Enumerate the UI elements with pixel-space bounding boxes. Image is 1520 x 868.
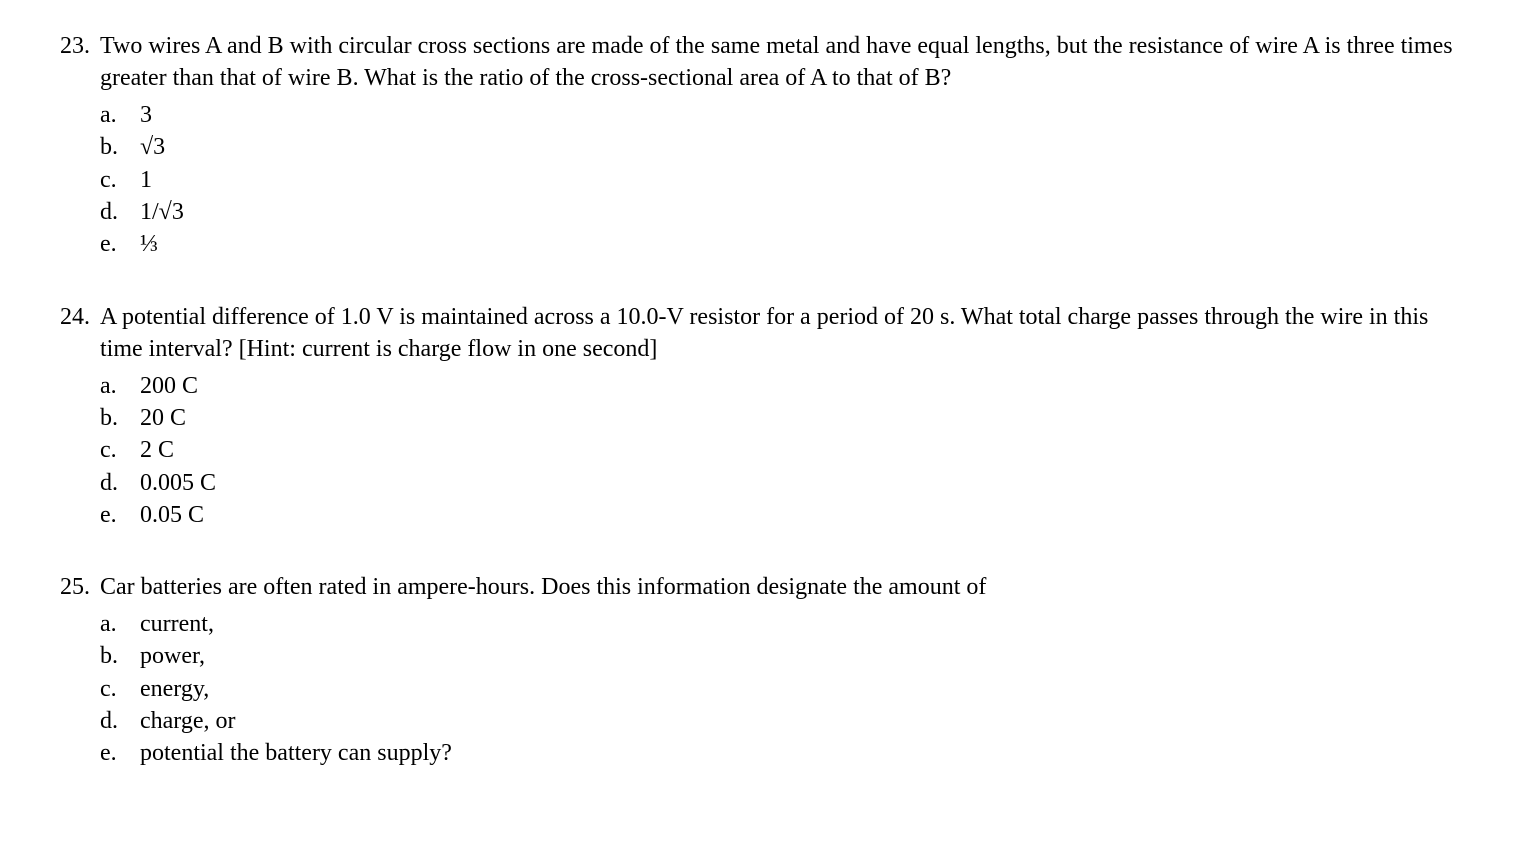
option-text: 3 xyxy=(140,99,1470,131)
option-e: e. potential the battery can supply? xyxy=(100,737,1470,769)
question-text: Two wires A and B with circular cross se… xyxy=(100,30,1470,95)
option-text: 200 C xyxy=(140,370,1470,402)
question-text: A potential difference of 1.0 V is maint… xyxy=(100,301,1470,366)
question-content: A potential difference of 1.0 V is maint… xyxy=(100,301,1470,532)
option-letter: b. xyxy=(100,640,140,672)
option-letter: c. xyxy=(100,434,140,466)
option-text: 1 xyxy=(140,164,1470,196)
option-b: b. power, xyxy=(100,640,1470,672)
option-a: a. current, xyxy=(100,608,1470,640)
question-row: 24. A potential difference of 1.0 V is m… xyxy=(50,301,1470,532)
option-c: c. energy, xyxy=(100,673,1470,705)
option-a: a. 200 C xyxy=(100,370,1470,402)
question-content: Two wires A and B with circular cross se… xyxy=(100,30,1470,261)
option-letter: e. xyxy=(100,499,140,531)
option-text: current, xyxy=(140,608,1470,640)
option-text: ⅓ xyxy=(140,228,1470,260)
option-d: d. 1/√3 xyxy=(100,196,1470,228)
option-d: d. 0.005 C xyxy=(100,467,1470,499)
question-number: 25. xyxy=(50,571,100,603)
option-letter: c. xyxy=(100,164,140,196)
option-b: b. 20 C xyxy=(100,402,1470,434)
option-text: 2 C xyxy=(140,434,1470,466)
option-text: potential the battery can supply? xyxy=(140,737,1470,769)
option-b: b. √3 xyxy=(100,131,1470,163)
option-e: e. 0.05 C xyxy=(100,499,1470,531)
option-letter: b. xyxy=(100,402,140,434)
option-d: d. charge, or xyxy=(100,705,1470,737)
option-e: e. ⅓ xyxy=(100,228,1470,260)
question-23: 23. Two wires A and B with circular cros… xyxy=(50,30,1470,261)
option-letter: d. xyxy=(100,705,140,737)
option-text: charge, or xyxy=(140,705,1470,737)
option-letter: e. xyxy=(100,737,140,769)
option-text: 0.05 C xyxy=(140,499,1470,531)
option-letter: b. xyxy=(100,131,140,163)
question-row: 23. Two wires A and B with circular cros… xyxy=(50,30,1470,261)
question-number: 24. xyxy=(50,301,100,333)
option-text: power, xyxy=(140,640,1470,672)
option-letter: d. xyxy=(100,467,140,499)
question-24: 24. A potential difference of 1.0 V is m… xyxy=(50,301,1470,532)
option-letter: a. xyxy=(100,99,140,131)
question-content: Car batteries are often rated in ampere-… xyxy=(100,571,1470,769)
question-number: 23. xyxy=(50,30,100,62)
option-c: c. 1 xyxy=(100,164,1470,196)
option-text: 20 C xyxy=(140,402,1470,434)
option-text: 1/√3 xyxy=(140,196,1470,228)
option-letter: d. xyxy=(100,196,140,228)
option-letter: a. xyxy=(100,370,140,402)
question-25: 25. Car batteries are often rated in amp… xyxy=(50,571,1470,769)
question-row: 25. Car batteries are often rated in amp… xyxy=(50,571,1470,769)
option-letter: c. xyxy=(100,673,140,705)
option-text: energy, xyxy=(140,673,1470,705)
options-list: a. current, b. power, c. energy, d. char… xyxy=(100,608,1470,770)
options-list: a. 3 b. √3 c. 1 d. 1/√3 xyxy=(100,99,1470,261)
options-list: a. 200 C b. 20 C c. 2 C d. 0.005 C xyxy=(100,370,1470,532)
option-text: √3 xyxy=(140,131,1470,163)
option-c: c. 2 C xyxy=(100,434,1470,466)
option-text: 0.005 C xyxy=(140,467,1470,499)
option-a: a. 3 xyxy=(100,99,1470,131)
option-letter: a. xyxy=(100,608,140,640)
option-letter: e. xyxy=(100,228,140,260)
document-container: 23. Two wires A and B with circular cros… xyxy=(50,30,1470,770)
question-text: Car batteries are often rated in ampere-… xyxy=(100,571,1470,603)
